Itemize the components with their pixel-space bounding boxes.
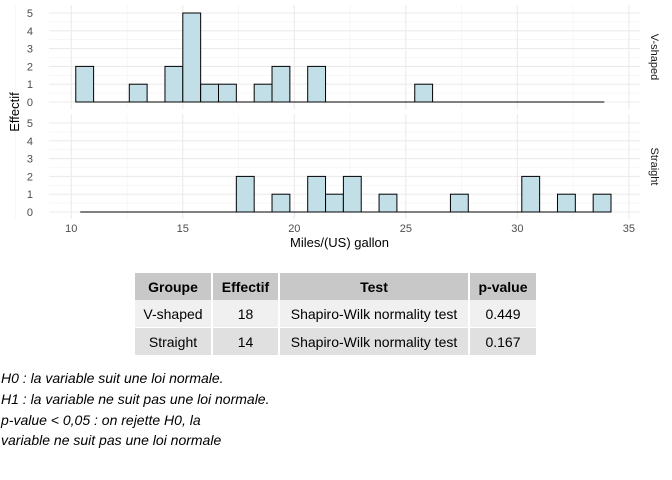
note-h1: H1 : la variable ne suit pas une loi nor… — [1, 390, 270, 407]
header-groupe: Groupe — [135, 273, 213, 300]
histogram-bar — [556, 193, 576, 213]
histogram-bar — [342, 175, 362, 213]
histogram-bar — [271, 193, 291, 213]
cell-effectif: 14 — [212, 327, 280, 355]
cell-test: Shapiro-Wilk normality test — [279, 327, 470, 355]
header-test: Test — [279, 273, 470, 300]
y-tick-label: 1 — [27, 189, 33, 201]
cell-groupe: V-shaped — [135, 300, 213, 328]
y-tick-label: 3 — [27, 44, 33, 56]
histogram-bar — [521, 175, 541, 213]
facet-strip-label: V-shaped — [648, 34, 660, 80]
histogram-bar — [75, 65, 95, 103]
table-row: Straight 14 Shapiro-Wilk normality test … — [135, 327, 536, 355]
header-effectif: Effectif — [212, 273, 280, 300]
x-tick-label: 35 — [623, 223, 635, 235]
note-decision: p-value < 0,05 : on rejette H0, la — [1, 411, 201, 428]
y-tick-label: 2 — [27, 61, 33, 73]
note-h0: H0 : la variable suit une loi normale. — [1, 370, 224, 386]
histogram-bar — [200, 83, 219, 103]
y-tick-label: 3 — [27, 154, 33, 166]
histogram-bar — [253, 83, 273, 103]
facet-strips: V-shaped Straight — [648, 34, 660, 186]
histogram-bar — [592, 193, 612, 213]
table-header-row: Groupe Effectif Test p-value — [135, 273, 536, 300]
histogram-bar — [307, 65, 327, 103]
note-decision-cont: variable ne suit pas une loi normale — [1, 432, 222, 449]
histogram-bar — [325, 193, 344, 213]
histogram-bar — [217, 83, 237, 103]
histogram-bar — [449, 193, 469, 213]
x-tick-label: 30 — [511, 223, 523, 235]
facet-strip-label: Straight — [648, 148, 660, 186]
x-tick-label: 15 — [177, 223, 189, 235]
y-tick-label: 2 — [27, 171, 33, 183]
histogram-bars — [75, 12, 612, 213]
histogram-bar — [128, 83, 148, 103]
cell-p-value: 0.449 — [469, 300, 536, 328]
header-p-value: p-value — [469, 273, 536, 300]
histogram-bar — [271, 65, 291, 103]
table-row: V-shaped 18 Shapiro-Wilk normality test … — [135, 300, 536, 328]
x-tick-label: 10 — [65, 223, 77, 235]
histogram-bar — [307, 175, 327, 213]
faceted-histogram-chart: 0 1 2 3 4 5 0 1 2 3 4 5 10 15 20 25 30 35 V-shaped Straigh… — [7, 5, 660, 250]
y-tick-label: 5 — [27, 118, 33, 130]
y-axis-title: Effectif — [7, 92, 22, 132]
y-tick-label: 1 — [27, 79, 33, 91]
y-tick-label: 0 — [27, 97, 33, 109]
x-tick-label: 25 — [400, 223, 412, 235]
histogram-bar — [378, 193, 398, 213]
y-tick-label: 4 — [27, 26, 33, 38]
normality-test-table: Groupe Effectif Test p-value V-shaped 18… — [135, 273, 536, 355]
y-tick-label: 0 — [27, 207, 33, 219]
cell-p-value: 0.167 — [469, 327, 536, 355]
histogram-bar — [235, 175, 255, 213]
histogram-bar — [164, 65, 184, 103]
cell-groupe: Straight — [135, 327, 213, 355]
histogram-bar — [414, 83, 434, 103]
x-axis-title: Miles/(US) gallon — [290, 235, 389, 250]
cell-effectif: 18 — [212, 300, 280, 328]
x-tick-label: 20 — [288, 223, 300, 235]
axis-ticks: 0 1 2 3 4 5 0 1 2 3 4 5 10 15 20 25 30 35 — [27, 8, 635, 235]
hypothesis-notes: H0 : la variable suit une loi normale. H… — [1, 368, 269, 451]
cell-test: Shapiro-Wilk normality test — [279, 300, 470, 328]
y-tick-label: 4 — [27, 136, 33, 148]
y-tick-label: 5 — [27, 8, 33, 20]
histogram-bar — [182, 12, 202, 103]
